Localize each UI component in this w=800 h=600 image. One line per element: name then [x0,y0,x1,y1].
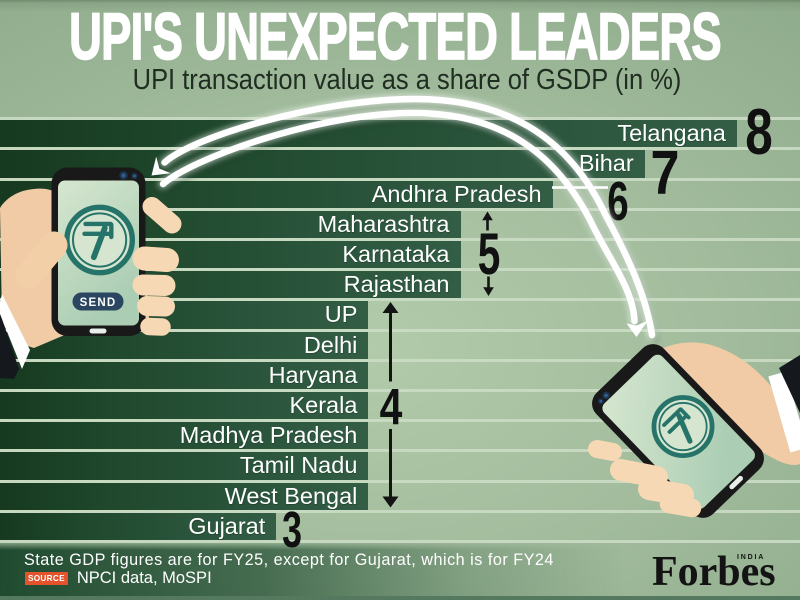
svg-text:SEND: SEND [80,297,117,309]
